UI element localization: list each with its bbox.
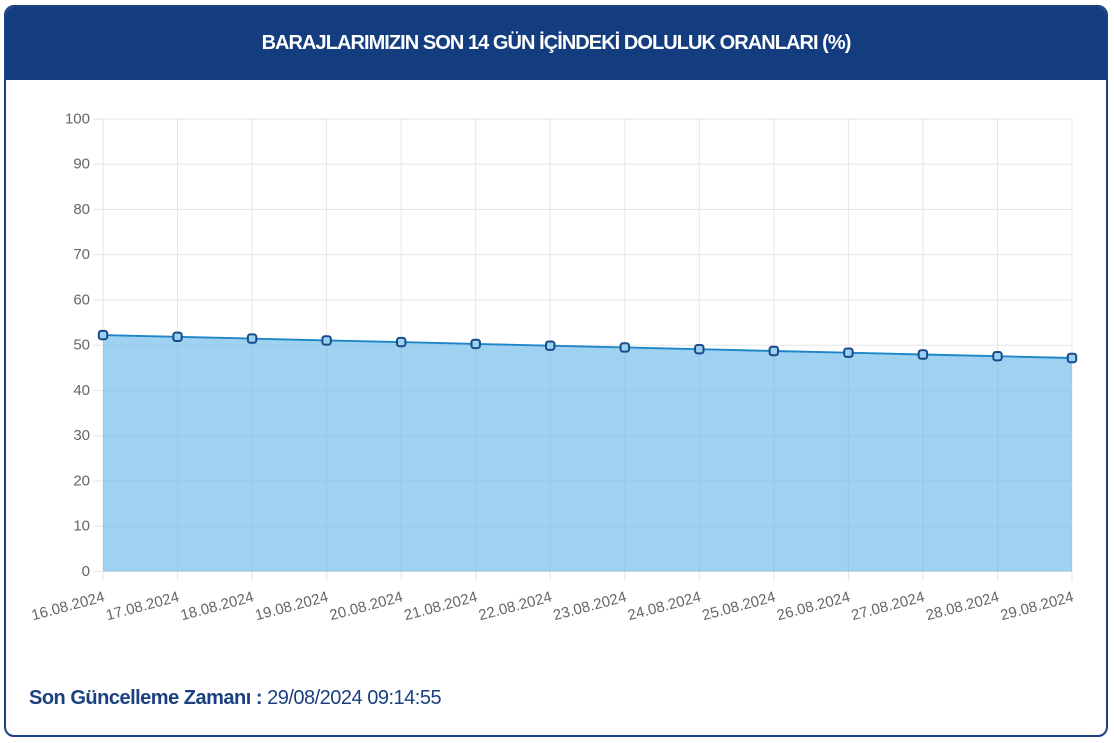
svg-text:21.08.2024: 21.08.2024 xyxy=(402,588,479,624)
svg-text:100: 100 xyxy=(65,110,90,127)
svg-text:20: 20 xyxy=(73,472,90,489)
svg-text:23.08.2024: 23.08.2024 xyxy=(551,588,628,624)
svg-text:80: 80 xyxy=(73,201,90,218)
svg-text:20.08.2024: 20.08.2024 xyxy=(328,588,405,624)
svg-text:27.08.2024: 27.08.2024 xyxy=(850,588,927,624)
svg-text:17.08.2024: 17.08.2024 xyxy=(104,588,181,624)
svg-text:50: 50 xyxy=(73,337,90,354)
svg-text:26.08.2024: 26.08.2024 xyxy=(775,588,852,624)
svg-text:18.08.2024: 18.08.2024 xyxy=(179,588,256,624)
svg-text:90: 90 xyxy=(73,156,90,173)
svg-text:19.08.2024: 19.08.2024 xyxy=(253,588,330,624)
svg-text:10: 10 xyxy=(73,518,90,535)
svg-text:22.08.2024: 22.08.2024 xyxy=(477,588,554,624)
svg-text:0: 0 xyxy=(82,563,90,580)
svg-text:29.08.2024: 29.08.2024 xyxy=(999,588,1076,624)
svg-text:25.08.2024: 25.08.2024 xyxy=(700,588,777,624)
svg-text:70: 70 xyxy=(73,246,90,263)
svg-text:30: 30 xyxy=(73,427,90,444)
svg-text:60: 60 xyxy=(73,291,90,308)
svg-text:28.08.2024: 28.08.2024 xyxy=(924,588,1001,624)
svg-text:24.08.2024: 24.08.2024 xyxy=(626,588,703,624)
svg-text:40: 40 xyxy=(73,382,90,399)
svg-text:16.08.2024: 16.08.2024 xyxy=(30,588,107,624)
